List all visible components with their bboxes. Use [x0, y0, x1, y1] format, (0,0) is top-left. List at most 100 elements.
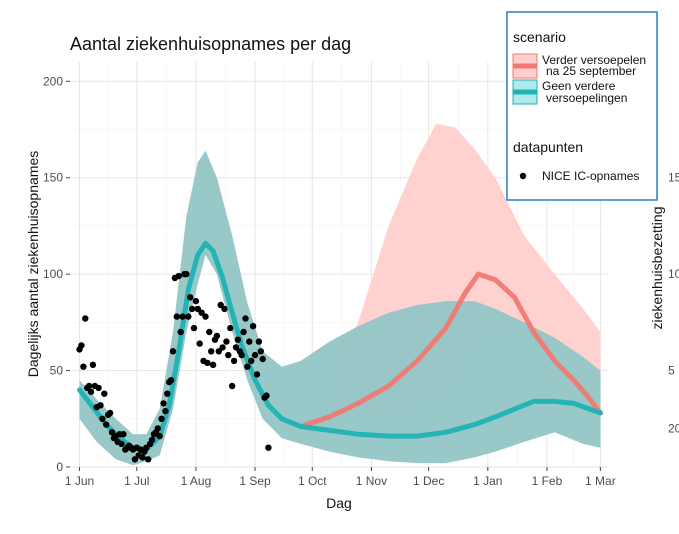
data-point — [265, 444, 272, 451]
data-point — [196, 340, 203, 347]
legend-title-scenario: scenario — [513, 29, 566, 45]
data-point — [208, 348, 215, 355]
legend-label-verder: na 25 september — [546, 64, 636, 78]
data-point — [198, 309, 205, 316]
data-point — [244, 363, 251, 370]
data-point — [177, 328, 184, 336]
chart-title: Aantal ziekenhuisopnames per dag — [70, 34, 351, 54]
x-tick-label: 1 Dec — [413, 474, 444, 488]
secondary-tick-label: 10 — [668, 267, 679, 281]
line-verder-versoepelen — [298, 271, 603, 429]
data-point — [139, 454, 146, 461]
data-point — [85, 382, 93, 390]
y-tick-label: 100 — [43, 267, 63, 281]
data-point — [167, 377, 175, 384]
legend-title-datapunten: datapunten — [513, 139, 583, 155]
x-tick-label: 1 Nov — [356, 474, 387, 488]
data-point — [234, 336, 242, 343]
data-point — [229, 382, 236, 390]
legend-label-points: NICE IC-opnames — [542, 169, 639, 183]
y-axis-title: Dagelijks aantal ziekenhuisopnames — [25, 151, 41, 377]
data-point — [213, 332, 221, 340]
x-tick-label: 1 Mar — [585, 474, 616, 488]
data-point — [185, 313, 192, 320]
data-point — [255, 338, 263, 345]
data-point — [164, 390, 171, 397]
bands — [79, 123, 601, 466]
data-point — [95, 384, 102, 392]
band-geen-verdere — [79, 150, 601, 466]
data-point — [249, 323, 257, 330]
y-tick-label: 200 — [43, 74, 63, 88]
legend-box — [506, 11, 658, 201]
data-point — [158, 415, 165, 422]
data-point — [103, 421, 110, 428]
data-point — [188, 305, 196, 313]
data-point — [179, 313, 186, 320]
data-point — [263, 392, 270, 399]
data-point — [154, 425, 161, 432]
data-point — [206, 328, 213, 336]
data-point — [156, 432, 163, 440]
data-point — [257, 348, 264, 355]
data-point — [80, 363, 87, 370]
x-tick-label: 1 Jul — [124, 474, 149, 488]
data-point — [145, 456, 152, 463]
data-point — [87, 388, 95, 395]
data-point — [240, 328, 247, 336]
data-point — [209, 361, 217, 368]
data-points — [76, 270, 272, 463]
data-point — [82, 315, 89, 322]
data-point — [106, 409, 114, 417]
legend-key-points — [519, 172, 527, 180]
data-point — [162, 407, 169, 415]
data-point — [97, 402, 104, 409]
data-point — [221, 305, 228, 313]
y-tick-label: 50 — [50, 364, 64, 378]
legend-label-geen: versoepelingen — [546, 91, 627, 105]
data-point — [120, 431, 127, 438]
data-point — [148, 436, 156, 444]
data-point — [219, 344, 226, 351]
y-tick-label: 0 — [56, 460, 63, 474]
data-point — [202, 313, 209, 320]
x-axis-title: Dag — [326, 495, 352, 511]
y-tick-label: 150 — [43, 171, 63, 185]
data-point — [187, 294, 194, 301]
data-point — [192, 297, 200, 305]
data-point — [78, 342, 85, 349]
data-point — [248, 357, 255, 365]
data-point — [173, 313, 180, 320]
data-point — [253, 371, 261, 378]
data-point — [175, 272, 182, 280]
secondary-axis: 20 15 10 5 ziekenhuisbezetting — [649, 171, 679, 436]
data-point — [183, 270, 190, 278]
data-point — [190, 324, 198, 332]
legend-label-verder: Verder versoepelen — [542, 53, 646, 67]
data-point — [223, 338, 230, 345]
data-point — [227, 324, 234, 332]
data-point — [101, 390, 108, 397]
data-point — [230, 357, 238, 365]
data-point — [118, 440, 125, 448]
secondary-tick-label: 20 — [668, 421, 679, 435]
x-tick-label: 1 Jun — [65, 474, 94, 488]
data-point — [242, 315, 249, 322]
x-tick-label: 1 Jan — [473, 474, 502, 488]
secondary-axis-title: ziekenhuisbezetting — [649, 207, 665, 330]
data-point — [169, 348, 177, 355]
data-point — [204, 359, 211, 367]
data-point — [225, 351, 232, 359]
data-point — [259, 355, 266, 363]
x-tick-label: 1 Sep — [239, 474, 271, 488]
data-point — [238, 351, 245, 359]
data-point — [99, 415, 106, 422]
secondary-tick-label: 15 — [668, 171, 679, 185]
data-point — [246, 338, 253, 345]
data-point — [160, 400, 167, 407]
x-tick-label: 1 Feb — [532, 474, 563, 488]
data-point — [89, 361, 97, 368]
legend-label-geen: Geen verdere — [542, 79, 616, 93]
